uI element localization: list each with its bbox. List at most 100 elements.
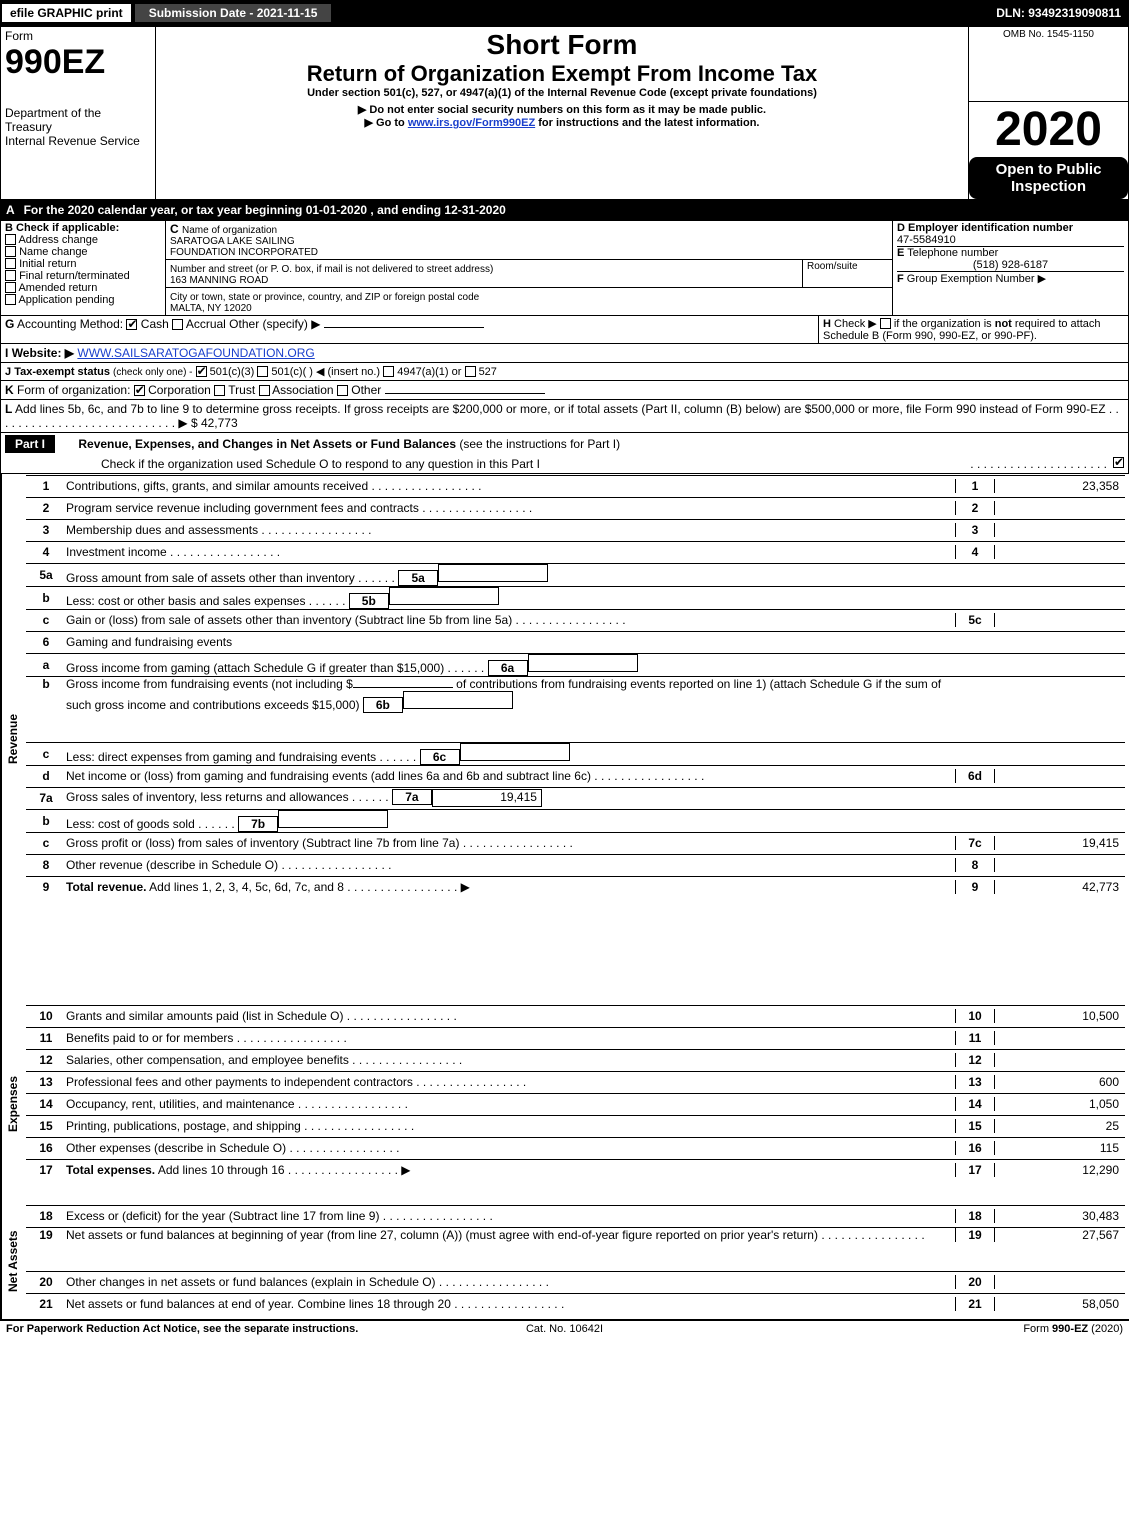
chk-corporation[interactable]	[134, 385, 145, 396]
goto-post: for instructions and the latest informat…	[538, 117, 759, 129]
line-10-num: 10	[26, 1009, 66, 1023]
chk-association[interactable]	[259, 385, 270, 396]
line-12-box: 12	[955, 1053, 995, 1067]
goto-arrow	[365, 117, 377, 129]
line-a-text: For the 2020 calendar year, or tax year …	[24, 203, 506, 217]
chk-4947[interactable]	[383, 366, 394, 377]
chk-501c[interactable]	[257, 366, 268, 377]
chk-527[interactable]	[465, 366, 476, 377]
chk-initial-return[interactable]	[5, 258, 16, 269]
line-13: 13 Professional fees and other payments …	[26, 1071, 1125, 1093]
b-opt-2: Initial return	[19, 258, 76, 270]
line-c-desc: Less: direct expenses from gaming and fu…	[66, 743, 955, 765]
omb-number: OMB No. 1545-1150	[973, 29, 1124, 40]
k-opt-0: Corporation	[148, 383, 211, 397]
line-9-num: 9	[26, 880, 66, 894]
chk-accrual[interactable]	[172, 319, 183, 330]
dln-label: DLN: 93492319090811	[988, 4, 1129, 22]
line-4-desc: Investment income . . . . . . . . . . . …	[66, 545, 955, 559]
line-17: 17 Total expenses. Add lines 10 through …	[26, 1159, 1125, 1181]
line-a-num: a	[26, 658, 66, 672]
line-a-bar: A For the 2020 calendar year, or tax yea…	[0, 200, 1129, 220]
line-k: K Form of organization: Corporation Trus…	[0, 381, 1129, 400]
line-14-val: 1,050	[995, 1097, 1125, 1111]
k-other-field[interactable]	[385, 393, 545, 394]
g-other-field[interactable]	[324, 327, 484, 328]
chk-schedule-o[interactable]	[1113, 457, 1124, 468]
open-to-public: Open to Public Inspection	[969, 157, 1128, 199]
line-d-desc: Net income or (loss) from gaming and fun…	[66, 769, 955, 783]
part-i-title: Revenue, Expenses, and Changes in Net As…	[78, 437, 456, 451]
chk-501c3[interactable]	[196, 366, 207, 377]
chk-amended-return[interactable]	[5, 282, 16, 293]
f-lbl: Group Exemption Number	[907, 273, 1035, 285]
line-a-desc: Gross income from gaming (attach Schedul…	[66, 654, 955, 676]
chk-name-change[interactable]	[5, 246, 16, 257]
line-20-desc: Other changes in net assets or fund bala…	[66, 1275, 955, 1289]
line-a: a Gross income from gaming (attach Sched…	[26, 653, 1125, 676]
line-3: 3 Membership dues and assessments . . . …	[26, 519, 1125, 541]
line-2-num: 2	[26, 501, 66, 515]
line-1-box: 1	[955, 479, 995, 493]
line-10-val: 10,500	[995, 1009, 1125, 1023]
side-net-assets: Net Assets	[0, 1204, 22, 1319]
line-c-desc: Gain or (loss) from sale of assets other…	[66, 613, 955, 627]
b-opt-4: Amended return	[18, 282, 97, 294]
line-4-num: 4	[26, 545, 66, 559]
chk-final-return[interactable]	[5, 270, 16, 281]
form-number: 990EZ	[5, 43, 151, 82]
j-lbl: Tax-exempt status	[14, 366, 110, 378]
tax-year: 2020	[969, 102, 1128, 157]
chk-application-pending[interactable]	[5, 294, 16, 305]
line-8-box: 8	[955, 858, 995, 872]
ssn-warning: Do not enter social security numbers on …	[160, 103, 964, 116]
line-21: 21 Net assets or fund balances at end of…	[26, 1293, 1125, 1315]
org-address: 163 MANNING ROAD	[170, 275, 798, 286]
line-17-box: 17	[955, 1163, 995, 1177]
line-8-desc: Other revenue (describe in Schedule O) .…	[66, 858, 955, 872]
chk-trust[interactable]	[214, 385, 225, 396]
line-c-val: 19,415	[995, 836, 1125, 850]
line-15-num: 15	[26, 1119, 66, 1133]
line-15-val: 25	[995, 1119, 1125, 1133]
h-not: not	[995, 318, 1012, 330]
line-10-desc: Grants and similar amounts paid (list in…	[66, 1009, 955, 1023]
line-18-num: 18	[26, 1209, 66, 1223]
line-11-desc: Benefits paid to or for members . . . . …	[66, 1031, 955, 1045]
part-i-check-text: Check if the organization used Schedule …	[101, 457, 970, 471]
line-11-box: 11	[955, 1031, 995, 1045]
org-name-1: SARATOGA LAKE SAILING	[170, 236, 888, 247]
line-c-num: c	[26, 613, 66, 627]
chk-other-org[interactable]	[337, 385, 348, 396]
line-2-desc: Program service revenue including govern…	[66, 501, 955, 515]
line-11: 11 Benefits paid to or for members . . .…	[26, 1027, 1125, 1049]
j-note: (check only one) -	[113, 367, 192, 378]
line-15-box: 15	[955, 1119, 995, 1133]
label-g: G	[5, 317, 14, 331]
line-c: c Gross profit or (loss) from sales of i…	[26, 832, 1125, 854]
phone-value: (518) 928-6187	[897, 259, 1124, 271]
side-revenue: Revenue	[0, 474, 22, 1004]
line-5a: 5a Gross amount from sale of assets othe…	[26, 563, 1125, 586]
line-8-num: 8	[26, 858, 66, 872]
irs-link[interactable]: www.irs.gov/Form990EZ	[408, 117, 535, 129]
header-table: Form 990EZ Department of the Treasury In…	[0, 26, 1129, 200]
line-8: 8 Other revenue (describe in Schedule O)…	[26, 854, 1125, 876]
chk-address-change[interactable]	[5, 234, 16, 245]
line-i: I Website: ▶ WWW.SAILSARATOGAFOUNDATION.…	[0, 344, 1129, 363]
line-9-val: 42,773	[995, 880, 1125, 894]
line-13-box: 13	[955, 1075, 995, 1089]
line-4: 4 Investment income . . . . . . . . . . …	[26, 541, 1125, 563]
chk-schedule-b[interactable]	[880, 318, 891, 329]
line-9: 9 Total revenue. Add lines 1, 2, 3, 4, 5…	[26, 876, 1125, 898]
short-form-title: Short Form	[160, 29, 964, 61]
website-link[interactable]: WWW.SAILSARATOGAFOUNDATION.ORG	[77, 346, 314, 360]
part-i-header: Part I Revenue, Expenses, and Changes in…	[0, 433, 1129, 474]
line-c-num: c	[26, 836, 66, 850]
chk-cash[interactable]	[126, 319, 137, 330]
c-city-lbl: City or town, state or province, country…	[170, 292, 479, 303]
line-b: b Less: cost of goods sold . . . . . . 7…	[26, 809, 1125, 832]
footer-right: Form 990-EZ (2020)	[751, 1323, 1123, 1335]
line-c-desc: Gross profit or (loss) from sales of inv…	[66, 836, 955, 850]
b-opt-5: Application pending	[18, 294, 114, 306]
